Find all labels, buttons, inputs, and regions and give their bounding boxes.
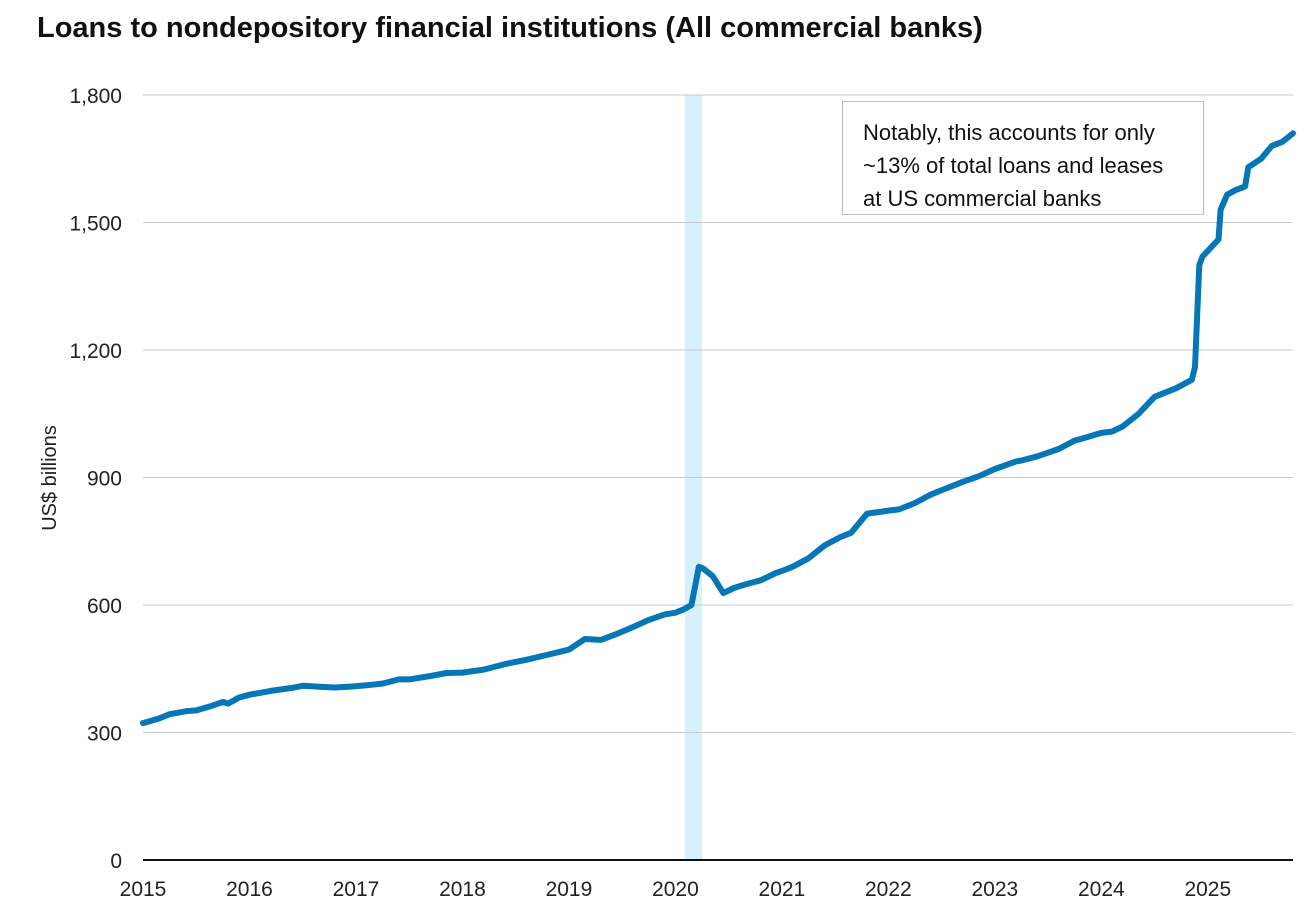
annotation-line-3: at US commercial banks [863,186,1102,211]
x-tick-label: 2017 [333,878,380,901]
x-tick-label: 2015 [120,878,167,901]
x-tick-label: 2019 [546,878,593,901]
gridlines [143,94,1293,733]
y-tick-label: 0 [110,850,122,873]
y-tick-label: 300 [87,723,122,746]
y-tick-label: 900 [87,468,122,491]
series-line [140,130,1296,727]
y-tick-label: 1,200 [69,340,122,363]
y-tick-labels: 0 300 600 900 1,200 1,500 1,800 [69,85,122,873]
annotation-line-1: Notably, this accounts for only [863,120,1155,145]
x-tick-label: 2018 [439,878,486,901]
annotation-line-2: ~13% of total loans and leases [863,153,1164,178]
x-tick-label: 2025 [1184,878,1231,901]
x-tick-label: 2023 [971,878,1018,901]
y-axis-title: US$ billions [39,425,61,531]
x-tick-labels: 2015 2016 2017 2018 2019 2020 2021 2022 2023 2024… [120,878,1232,901]
x-tick-label: 2022 [865,878,912,901]
x-tick-label: 2020 [652,878,699,901]
y-tick-label: 600 [87,595,122,618]
y-tick-label: 1,500 [69,213,122,236]
annotation-box: Notably, this accounts for only ~13% of … [842,101,1204,215]
y-tick-label: 1,800 [69,85,122,108]
x-tick-label: 2024 [1078,878,1125,901]
x-tick-label: 2021 [759,878,806,901]
x-tick-label: 2016 [226,878,273,901]
chart-title: Loans to nondepository financial institu… [37,12,983,44]
